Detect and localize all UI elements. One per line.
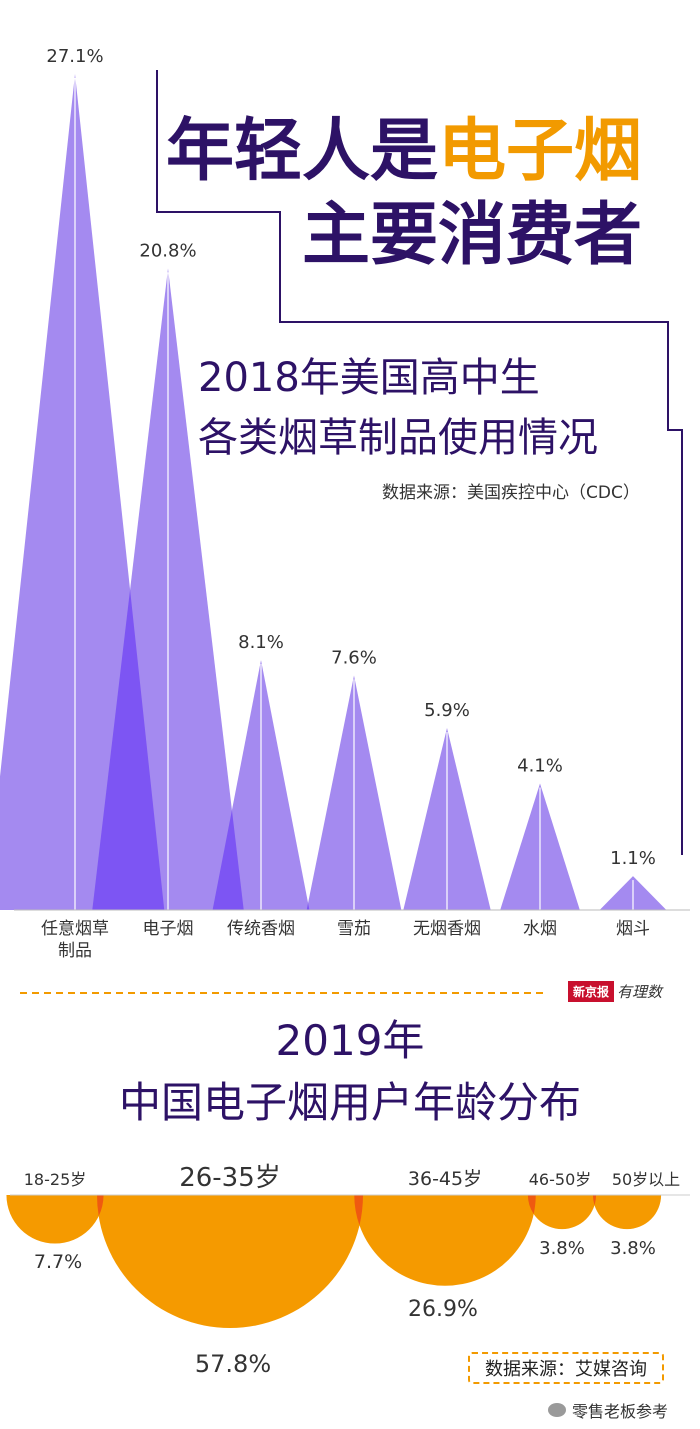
category-label-7: 烟斗 [616, 919, 650, 939]
value-label-7: 1.1% [610, 848, 656, 869]
newspaper-logo-script: 有理数 [616, 982, 662, 1001]
semicircle-overlap-1 [97, 1195, 104, 1217]
age-value-label-1: 7.7% [34, 1251, 82, 1273]
semicircle-1 [6, 1195, 104, 1244]
semicircle-5 [592, 1195, 662, 1230]
value-label-5: 5.9% [424, 700, 470, 721]
semicircle-overlap-2 [354, 1195, 363, 1226]
wechat-watermark: 零售老板参考 [548, 1398, 668, 1422]
newspaper-logo: 新京报 有理数 [567, 980, 662, 1002]
age-category-5: 50岁以上 [612, 1170, 680, 1189]
chart2-source: 数据来源：艾媒咨询 [468, 1352, 664, 1384]
category-label-1-line-2: 制品 [58, 941, 92, 961]
headline-line-1-a: 年轻人是 [166, 112, 439, 191]
wechat-icon [548, 1403, 566, 1417]
chart2-title-line-2: 中国电子烟用户年龄分布 [118, 1078, 581, 1127]
age-value-label-2: 57.8% [195, 1350, 271, 1378]
triangle-overlap-3 [306, 903, 310, 910]
category-label-6: 水烟 [523, 919, 557, 939]
headline-accent: 电子烟 [438, 112, 643, 191]
category-label-5: 无烟香烟 [413, 919, 481, 939]
age-category-1: 18-25岁 [24, 1170, 87, 1189]
chart1-title-line-2: 各类烟草制品使用情况 [198, 415, 598, 461]
watermark-text: 零售老板参考 [572, 1402, 669, 1421]
category-label-4: 雪茄 [337, 919, 371, 939]
category-label-2: 电子烟 [143, 919, 194, 939]
value-label-1: 27.1% [46, 46, 103, 67]
tobacco-usage-chart: 27.1%20.8%8.1%7.6%5.9%4.1%1.1%任意烟草制品电子烟传… [0, 46, 690, 994]
chart1-source: 数据来源：美国疾控中心（CDC） [382, 483, 640, 503]
chart1-title-line-1: 2018年美国高中生 [198, 355, 540, 401]
semicircle-3 [354, 1195, 536, 1286]
semicircle-4 [527, 1195, 597, 1230]
age-distribution-chart: 18-25岁 26-35岁 36-45岁 46-50岁 50岁以上 7.7% 57.8% 26… [6, 1163, 690, 1378]
age-value-label-5: 3.8% [610, 1238, 656, 1259]
headline-frame-line [156, 70, 683, 855]
headline-line-1: 年轻人是电子烟 [166, 118, 642, 186]
newspaper-logo-box: 新京报 [567, 980, 614, 1002]
chart2-title-line-1: 2019年 [275, 1016, 425, 1065]
value-label-4: 7.6% [331, 648, 377, 669]
age-value-label-4: 3.8% [539, 1238, 585, 1259]
age-value-label-3: 26.9% [408, 1297, 478, 1322]
triangle-overlap-2 [212, 810, 244, 910]
value-label-6: 4.1% [517, 756, 563, 777]
value-label-2: 20.8% [139, 240, 196, 261]
semicircle-overlap-3 [527, 1195, 536, 1215]
age-category-2: 26-35岁 [179, 1163, 281, 1193]
headline-line-2: 主要消费者 [302, 196, 643, 275]
value-label-3: 8.1% [238, 632, 284, 653]
category-label-3: 传统香烟 [227, 919, 295, 939]
age-category-4: 46-50岁 [529, 1170, 592, 1189]
triangle-overlap-1 [92, 589, 165, 910]
semicircle-2 [97, 1195, 363, 1328]
category-label-1: 任意烟草 [41, 919, 109, 939]
semicircle-overlap-4 [592, 1195, 597, 1206]
age-category-3: 36-45岁 [408, 1168, 482, 1190]
